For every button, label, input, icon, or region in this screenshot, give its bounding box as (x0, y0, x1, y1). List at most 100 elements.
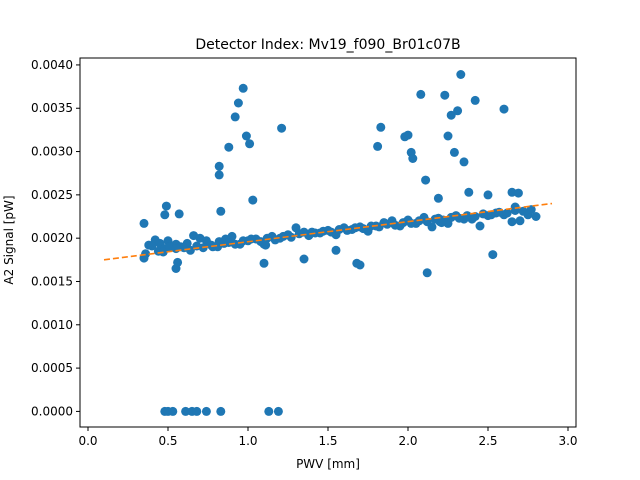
scatter-point (499, 104, 509, 114)
scatter-point (416, 89, 426, 99)
scatter-point (526, 205, 536, 215)
plot-area (103, 70, 553, 416)
scatter-point (171, 244, 181, 254)
scatter-point (181, 406, 191, 416)
x-tick-label: 2.5 (478, 434, 497, 448)
scatter-point (245, 139, 255, 149)
y-tick-label: 0.0040 (31, 58, 73, 72)
scatter-point (238, 83, 248, 93)
scatter-point (161, 201, 171, 211)
scatter-point (185, 245, 195, 255)
scatter-point (483, 190, 493, 200)
scatter-point (403, 130, 413, 140)
scatter-point (462, 211, 472, 221)
scatter-point (224, 142, 234, 152)
scatter-point (342, 225, 352, 235)
scatter-point (433, 193, 443, 203)
scatter-point (502, 208, 512, 218)
scatter-point (294, 229, 304, 239)
scatter-point (437, 218, 447, 228)
scatter-point (286, 232, 296, 242)
scatter-point (475, 221, 485, 231)
scatter-point (259, 258, 269, 268)
scatter-point (216, 206, 226, 216)
y-tick-label: 0.0035 (31, 101, 73, 115)
fit-line (103, 202, 553, 261)
scatter-point (464, 187, 474, 197)
scatter-point (273, 406, 283, 416)
scatter-point (238, 236, 248, 246)
x-tick-label: 0.0 (78, 434, 97, 448)
scatter-point (366, 221, 376, 231)
scatter-point (214, 170, 224, 180)
scatter-point (270, 235, 280, 245)
scatter-point (513, 188, 523, 198)
scatter-point (326, 227, 336, 237)
scatter-point (518, 206, 528, 216)
scatter-point (374, 222, 384, 232)
scatter-point (173, 257, 183, 267)
scatter-point (358, 224, 368, 234)
x-tick-label: 1.5 (318, 434, 337, 448)
scatter-point (510, 202, 520, 212)
scatter-point (331, 245, 341, 255)
scatter-point (446, 212, 456, 222)
y-tick-label: 0.0030 (31, 145, 73, 159)
x-tick-label: 1.0 (238, 434, 257, 448)
chart-title: Detector Index: Mv19_f090_Br01c07B (195, 37, 460, 53)
y-tick-label: 0.0025 (31, 188, 73, 202)
x-tick-label: 3.0 (558, 434, 577, 448)
scatter-point (406, 218, 416, 228)
scatter-point (160, 210, 170, 220)
scatter-point (216, 406, 226, 416)
scatter-point (421, 175, 431, 185)
scatter-point (278, 231, 288, 241)
y-tick-label: 0.0010 (31, 318, 73, 332)
x-tick-label: 2.0 (398, 434, 417, 448)
y-tick-label: 0.0015 (31, 274, 73, 288)
scatter-point (446, 110, 456, 120)
scatter-point (230, 239, 240, 249)
scatter-point (390, 220, 400, 230)
scatter-point (201, 406, 211, 416)
axes: 0.0 0.5 1.0 1.5 2.0 2.5 3.0 0.0000 0.0005 0.0010 0… (31, 57, 578, 448)
scatter-point (456, 70, 466, 79)
scatter-point (507, 217, 517, 227)
scatter-point (382, 219, 392, 229)
scatter-point (318, 226, 328, 236)
scatter-point (192, 406, 202, 416)
scatter-point (440, 90, 450, 100)
scatter-point (355, 260, 365, 270)
scatter-point (139, 218, 149, 228)
scatter-point (443, 131, 453, 141)
scatter-point (214, 161, 224, 171)
scatter-point (147, 241, 157, 251)
scatter-point (174, 209, 184, 219)
scatter-point (408, 154, 418, 163)
scatter-point (486, 210, 496, 220)
scatter-point (299, 254, 309, 264)
scatter-point (488, 250, 498, 260)
scatter-point (277, 123, 287, 133)
x-tick-label: 0.5 (158, 434, 177, 448)
scatter-point (478, 209, 488, 219)
x-axis-label: PWV [mm] (296, 457, 360, 471)
scatter-point (422, 268, 432, 278)
y-tick-label: 0.0000 (31, 404, 73, 418)
scatter-point (449, 147, 459, 157)
scatter-point (264, 406, 274, 416)
scatter-point (261, 240, 271, 250)
scatter-point (531, 212, 541, 221)
scatter-point (241, 131, 251, 141)
scatter-point (248, 195, 258, 205)
scatter-point (459, 157, 469, 167)
scatter-point (515, 216, 525, 226)
y-axis-label: A2 Signal [pW] (2, 195, 16, 284)
scatter-point (470, 95, 480, 105)
scatter-point (262, 233, 272, 243)
scatter-point (453, 106, 463, 116)
scatter-point (373, 141, 383, 151)
scatter-point (233, 98, 243, 108)
